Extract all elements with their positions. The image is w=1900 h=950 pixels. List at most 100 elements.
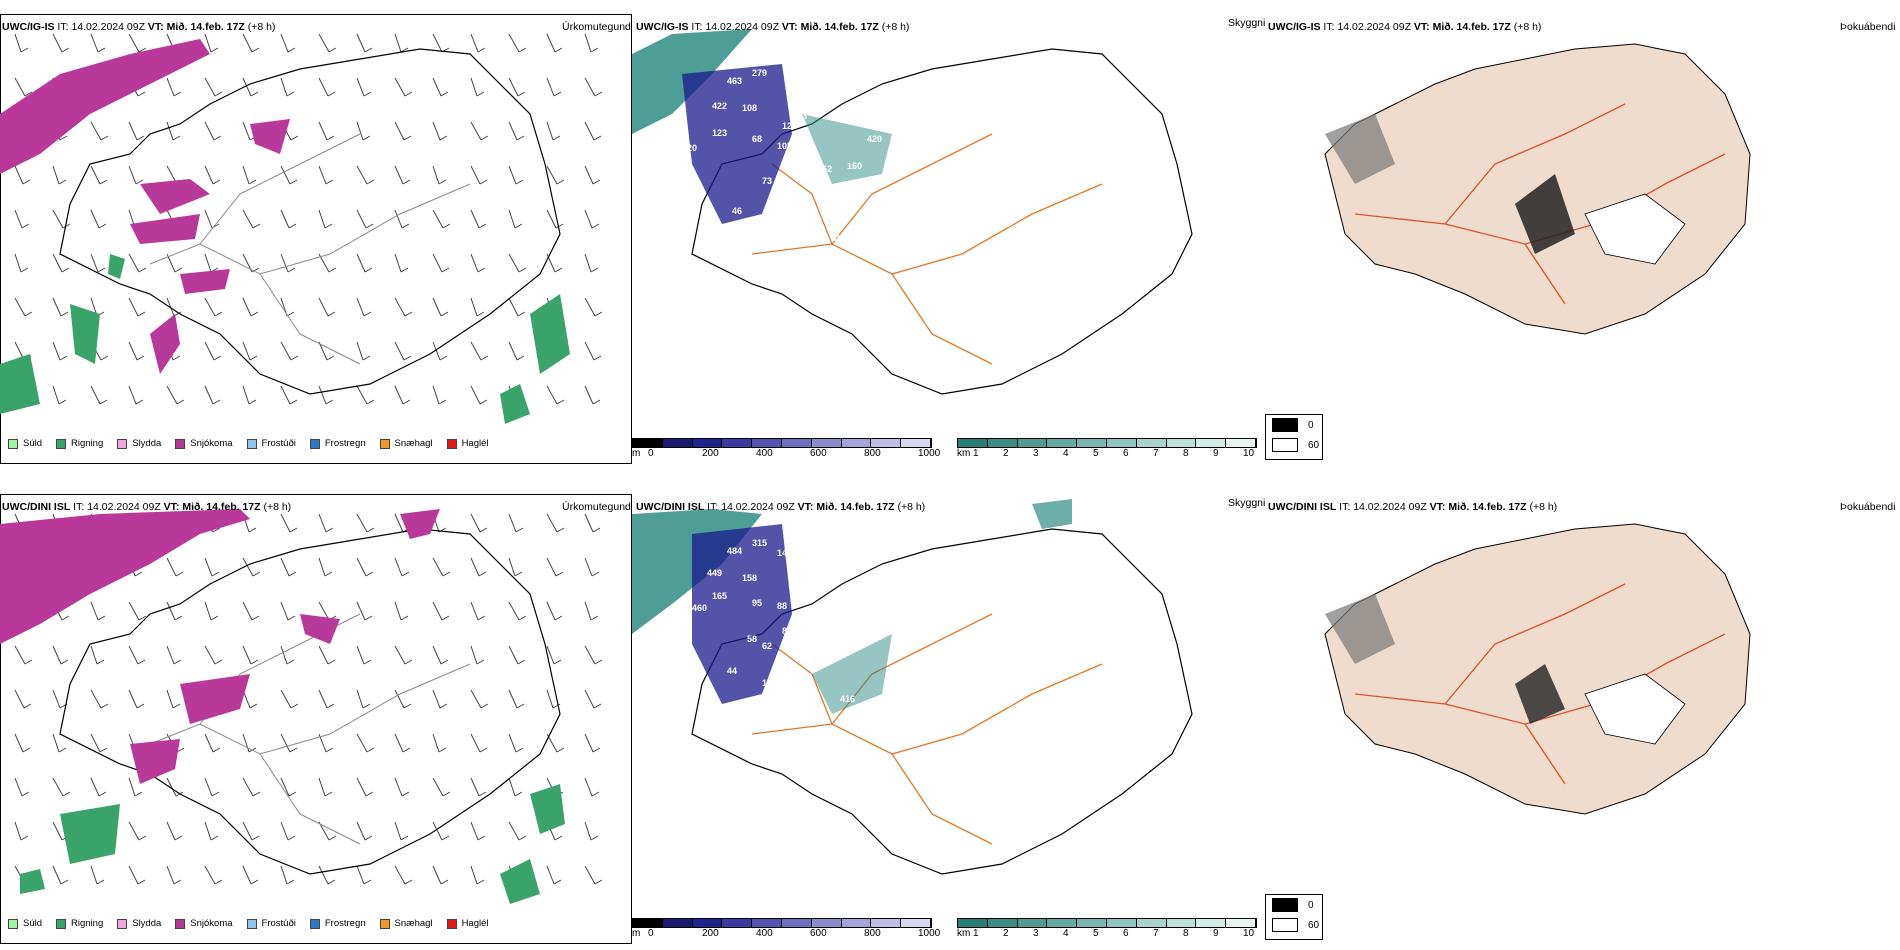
wind-barb xyxy=(128,821,147,841)
blue-low-vis xyxy=(682,64,792,224)
wind-barb xyxy=(318,865,336,885)
wind-barb xyxy=(166,865,182,885)
wind-barb xyxy=(356,165,375,185)
wind-barb xyxy=(508,77,526,97)
snow-area xyxy=(0,39,210,174)
blue-low-vis xyxy=(692,524,792,704)
height-labels: 315 484 143 449 158 165 460 95 88 58 88 62 177 44 10 14… xyxy=(692,538,905,704)
wind-barb xyxy=(204,209,220,229)
wind-barb xyxy=(546,733,565,753)
wind-barb xyxy=(166,645,182,665)
height-label: 68 xyxy=(787,78,797,88)
height-label: 416 xyxy=(840,694,855,704)
wind-barb xyxy=(166,77,182,97)
legend-item: Snjókoma xyxy=(175,918,233,929)
wind-barb xyxy=(356,777,374,797)
precip-frame xyxy=(0,14,632,464)
colorbar-step xyxy=(841,919,872,927)
wind-barb xyxy=(394,689,412,709)
precip-map-1 xyxy=(0,33,603,424)
wind-barb xyxy=(546,601,563,621)
colorbar-unit: km xyxy=(957,448,971,459)
wind-barb xyxy=(242,645,259,665)
height-label: 62 xyxy=(762,641,772,651)
wind-barb xyxy=(432,689,448,709)
rain-cell xyxy=(20,869,45,894)
legend-item: Slydda xyxy=(117,438,161,449)
precip-frame xyxy=(0,494,632,944)
wind-barb xyxy=(280,645,295,665)
wind-barb xyxy=(432,341,448,361)
colorbar-step xyxy=(1077,439,1107,447)
height-label: 20 xyxy=(687,143,697,153)
wind-barb xyxy=(280,297,295,317)
legend-label: Frostregn xyxy=(324,918,366,929)
fog-panel-1: 0 60 xyxy=(1265,14,1900,464)
wind-barb xyxy=(356,121,371,141)
wind-barb xyxy=(470,777,487,797)
fog-legend-2: 0 60 xyxy=(1265,894,1323,940)
wind-barb xyxy=(14,733,31,753)
precip-panel-2: Súld Rigning Slydda Snjókoma Frostúði Frostre… xyxy=(0,494,632,944)
precip-panel-1: Súld Rigning Slydda Snjókoma Frostúði Frostre… xyxy=(0,14,632,464)
wind-barb xyxy=(546,557,564,577)
wind-barb xyxy=(432,733,447,753)
legend-swatch xyxy=(246,918,257,929)
height-label: 422 xyxy=(712,101,727,111)
height-label: 315 xyxy=(752,538,767,548)
wind-barb xyxy=(508,557,523,577)
height-label: 252 xyxy=(817,164,832,174)
wind-barb xyxy=(14,209,30,229)
colorbar-step xyxy=(722,439,753,447)
wind-barb xyxy=(394,733,411,753)
colorbar-tick: 2 xyxy=(1003,928,1009,939)
wind-barb xyxy=(90,865,105,885)
wind-barb xyxy=(280,821,296,841)
wind-barb xyxy=(52,689,68,709)
visibility-panel-2: 315 484 143 449 158 165 460 95 88 58 88 62 177 44 10 14… xyxy=(632,494,1272,944)
wind-barb xyxy=(584,385,601,405)
legend-swatch xyxy=(8,438,18,449)
wind-barb xyxy=(90,165,108,185)
height-label: 123 xyxy=(782,121,797,131)
wind-barb xyxy=(394,165,411,185)
wind-barb xyxy=(204,385,221,405)
legend-item: Snæhagl xyxy=(379,438,433,449)
fog-legend-max: 60 xyxy=(1308,919,1320,931)
colorbar-tick: 6 xyxy=(1123,928,1129,939)
colorbar-tick: 10 xyxy=(1243,448,1255,459)
wind-barb xyxy=(14,253,29,273)
colorbar-step xyxy=(1017,919,1048,927)
wind-barb xyxy=(280,33,296,53)
wind-barb xyxy=(470,557,487,577)
height-label: 484 xyxy=(727,546,742,556)
wind-barb xyxy=(280,77,295,97)
colorbar-step xyxy=(781,919,812,927)
wind-barb xyxy=(470,385,488,405)
fog-legend-min: 0 xyxy=(1308,419,1314,431)
legend-item: Súld xyxy=(8,438,42,449)
colorbar-tick: 5 xyxy=(1093,448,1099,459)
wind-barb xyxy=(508,821,527,841)
snow-cell xyxy=(180,674,250,724)
wind-barb xyxy=(584,865,603,885)
wind-barb xyxy=(242,385,257,405)
height-label: 144 xyxy=(887,601,902,611)
wind-barb xyxy=(470,165,488,185)
wind-barb xyxy=(356,253,373,273)
wind-barb xyxy=(318,689,335,709)
rain-cell xyxy=(500,384,530,424)
wind-barb xyxy=(204,165,221,185)
wind-barb xyxy=(14,689,32,709)
wind-barb xyxy=(128,645,146,665)
row2-header-precip: UWC/DINI ISL IT: 14.02.2024 09Z VT: Mið.… xyxy=(2,501,292,513)
colorbar-step xyxy=(1226,919,1256,927)
colorbar-step xyxy=(1077,919,1107,927)
height-label: 123 xyxy=(792,111,807,121)
wind-barb xyxy=(432,865,449,885)
wind-barb xyxy=(394,341,412,361)
wind-barb xyxy=(508,297,526,317)
wind-barb xyxy=(432,557,451,577)
wind-barb xyxy=(128,341,145,361)
wind-barb xyxy=(318,209,333,229)
